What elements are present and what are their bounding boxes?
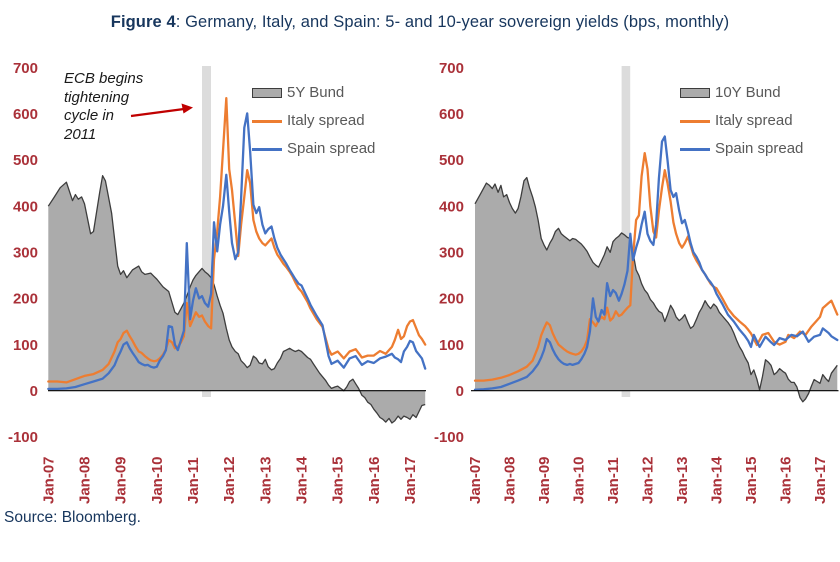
spain-line-swatch: [680, 147, 710, 151]
italy-spread-line: [473, 151, 839, 382]
figure-number: Figure 4: [110, 13, 176, 31]
x-axis-tick-label: Jan-14: [294, 456, 311, 504]
legend-5y: 5Y Bund Italy spread Spain spread: [252, 84, 375, 158]
source-note: Source: Bloomberg.: [4, 509, 141, 526]
bund-outline: [47, 175, 426, 424]
x-axis-tick-label: Jan-17: [402, 456, 419, 504]
y-axis-tick-label: 300: [13, 245, 38, 262]
y-axis-tick-label: 400: [13, 198, 38, 215]
arrow-right-icon: [130, 103, 193, 118]
x-axis-tick-label: Jan-09: [536, 456, 553, 504]
y-axis-tick-label: 500: [439, 152, 464, 169]
x-axis-tick-label: Jan-14: [709, 456, 726, 504]
figure-title-text: : Germany, Italy, and Spain: 5- and 10-y…: [175, 13, 730, 31]
legend-item-italy: Italy spread: [680, 112, 803, 130]
legend-10y: 10Y Bund Italy spread Spain spread: [680, 84, 803, 158]
y-axis-tick-label: 500: [13, 152, 38, 169]
x-axis-tick-label: Jan-17: [812, 456, 829, 504]
legend-label-bund: 5Y Bund: [287, 84, 345, 101]
figure-title: Figure 4: Germany, Italy, and Spain: 5- …: [0, 13, 840, 32]
y-axis-tick-label: -100: [434, 429, 464, 446]
annotation-arrow: [129, 101, 199, 123]
x-axis-tick-label: Jan-13: [257, 456, 274, 504]
legend-label-spain: Spain spread: [715, 140, 804, 157]
y-axis-tick-label: 100: [439, 337, 464, 354]
y-axis-tick-label: 100: [13, 337, 38, 354]
x-axis-tick-label: Jan-11: [185, 457, 202, 504]
bund-area: [475, 177, 838, 402]
legend-item-italy: Italy spread: [252, 112, 375, 130]
x-axis-tick-label: Jan-08: [502, 456, 519, 504]
y-axis-tick-label: 0: [456, 383, 464, 400]
x-axis-tick-label: Jan-15: [330, 456, 347, 504]
legend-item-bund: 5Y Bund: [252, 84, 375, 102]
bund-area-swatch: [252, 88, 282, 98]
legend-label-spain: Spain spread: [287, 140, 376, 157]
x-axis-tick-label: Jan-07: [467, 456, 484, 504]
x-axis-tick-label: Jan-12: [640, 456, 657, 504]
x-axis-tick-label: Jan-09: [113, 456, 130, 504]
italy-line-swatch: [680, 119, 710, 123]
italy-spread-line: [47, 97, 427, 384]
spain-line-swatch: [252, 147, 282, 151]
x-axis-tick-label: Jan-07: [40, 456, 57, 504]
italy-line-swatch: [252, 119, 282, 123]
spain-spread-line: [473, 135, 839, 391]
x-axis-tick-label: Jan-10: [149, 456, 166, 504]
x-axis-tick-label: Jan-15: [743, 456, 760, 504]
legend-item-bund: 10Y Bund: [680, 84, 803, 102]
bund-area: [48, 175, 426, 423]
x-axis-tick-label: Jan-16: [778, 456, 795, 504]
y-axis-tick-label: 400: [439, 198, 464, 215]
legend-label-italy: Italy spread: [287, 112, 365, 129]
y-axis-tick-label: -100: [8, 429, 38, 446]
y-axis-tick-label: 0: [30, 383, 38, 400]
ecb-tightening-band: [202, 66, 211, 397]
legend-label-bund: 10Y Bund: [715, 84, 781, 101]
x-axis-tick-label: Jan-08: [77, 456, 94, 504]
y-axis-tick-label: 700: [13, 60, 38, 77]
bund-outline: [474, 176, 838, 403]
legend-item-spain: Spain spread: [252, 140, 375, 158]
x-axis-tick-label: Jan-12: [221, 456, 238, 504]
y-axis-tick-label: 200: [13, 291, 38, 308]
y-axis-tick-label: 300: [439, 245, 464, 262]
x-axis-tick-label: Jan-13: [674, 456, 691, 504]
legend-item-spain: Spain spread: [680, 140, 803, 158]
ecb-tightening-band: [621, 66, 631, 397]
spain-spread-line: [47, 112, 427, 391]
legend-label-italy: Italy spread: [715, 112, 793, 129]
y-axis-tick-label: 600: [13, 106, 38, 123]
x-axis-tick-label: Jan-16: [366, 456, 383, 504]
y-axis-tick-label: 600: [439, 106, 464, 123]
y-axis-tick-label: 200: [439, 291, 464, 308]
ecb-annotation: ECB begins tightening cycle in 2011: [64, 70, 144, 143]
x-axis-tick-label: Jan-11: [605, 457, 622, 504]
bund-area-swatch: [680, 88, 710, 98]
x-axis-tick-label: Jan-10: [571, 456, 588, 504]
y-axis-tick-label: 700: [439, 60, 464, 77]
